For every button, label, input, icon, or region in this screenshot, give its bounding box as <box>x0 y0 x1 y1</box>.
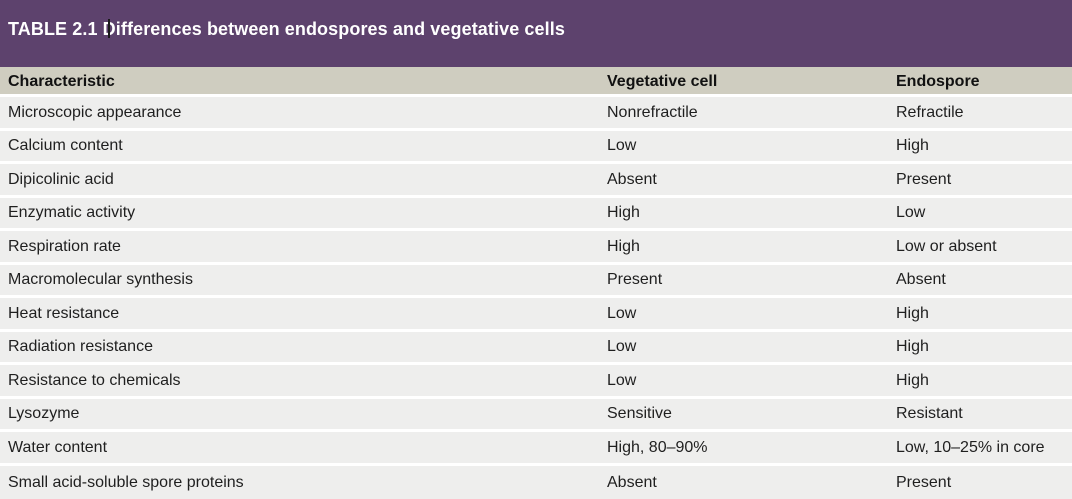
table-row: Calcium content Low High <box>0 131 1072 165</box>
cell-vegetative-cell: High, 80–90% <box>599 432 888 466</box>
cell-characteristic: Small acid-soluble spore proteins <box>0 466 599 499</box>
cell-endospore: High <box>888 131 1072 165</box>
table-header: Characteristic Vegetative cell Endospore <box>0 67 1072 97</box>
cell-vegetative-cell: Present <box>599 265 888 299</box>
cell-vegetative-cell: Absent <box>599 164 888 198</box>
comparison-table: Characteristic Vegetative cell Endospore… <box>0 67 1072 499</box>
cell-characteristic: Microscopic appearance <box>0 97 599 131</box>
cell-endospore: Refractile <box>888 97 1072 131</box>
table-row: Small acid-soluble spore proteins Absent… <box>0 466 1072 499</box>
cell-endospore: Resistant <box>888 399 1072 433</box>
cell-endospore: Low <box>888 198 1072 232</box>
cell-endospore: High <box>888 332 1072 366</box>
cell-characteristic: Radiation resistance <box>0 332 599 366</box>
cell-vegetative-cell: Absent <box>599 466 888 499</box>
cell-characteristic: Respiration rate <box>0 231 599 265</box>
cell-endospore: Absent <box>888 265 1072 299</box>
table-row: Microscopic appearance Nonrefractile Ref… <box>0 97 1072 131</box>
cell-characteristic: Heat resistance <box>0 298 599 332</box>
table-row: Radiation resistance Low High <box>0 332 1072 366</box>
cell-endospore: Low or absent <box>888 231 1072 265</box>
cell-vegetative-cell: Sensitive <box>599 399 888 433</box>
cell-endospore: High <box>888 365 1072 399</box>
cell-endospore: High <box>888 298 1072 332</box>
cell-vegetative-cell: High <box>599 231 888 265</box>
cell-vegetative-cell: Low <box>599 365 888 399</box>
cell-vegetative-cell: Nonrefractile <box>599 97 888 131</box>
table-row: Heat resistance Low High <box>0 298 1072 332</box>
cell-vegetative-cell: High <box>599 198 888 232</box>
header-characteristic: Characteristic <box>0 67 599 97</box>
header-endospore: Endospore <box>888 67 1072 97</box>
cell-characteristic: Calcium content <box>0 131 599 165</box>
cell-characteristic: Macromolecular synthesis <box>0 265 599 299</box>
table-row: Respiration rate High Low or absent <box>0 231 1072 265</box>
table-row: Macromolecular synthesis Present Absent <box>0 265 1072 299</box>
table-title-part-1: TABLE 2.1 D <box>8 19 116 39</box>
cell-characteristic: Resistance to chemicals <box>0 365 599 399</box>
table-row: Lysozyme Sensitive Resistant <box>0 399 1072 433</box>
table-row: Resistance to chemicals Low High <box>0 365 1072 399</box>
cell-characteristic: Enzymatic activity <box>0 198 599 232</box>
cell-endospore: Present <box>888 164 1072 198</box>
header-row: Characteristic Vegetative cell Endospore <box>0 67 1072 97</box>
text-cursor-icon <box>108 19 110 38</box>
cell-characteristic: Water content <box>0 432 599 466</box>
table-title: TABLE 2.1 Differences between endospores… <box>8 19 565 40</box>
table-row: Water content High, 80–90% Low, 10–25% i… <box>0 432 1072 466</box>
cell-vegetative-cell: Low <box>599 131 888 165</box>
cell-characteristic: Lysozyme <box>0 399 599 433</box>
table-title-part-2: ifferences between endospores and vegeta… <box>116 19 565 39</box>
table-body: Microscopic appearance Nonrefractile Ref… <box>0 97 1072 499</box>
cell-vegetative-cell: Low <box>599 298 888 332</box>
cell-characteristic: Dipicolinic acid <box>0 164 599 198</box>
table-row: Dipicolinic acid Absent Present <box>0 164 1072 198</box>
table-row: Enzymatic activity High Low <box>0 198 1072 232</box>
cell-vegetative-cell: Low <box>599 332 888 366</box>
table-title-bar: TABLE 2.1 Differences between endospores… <box>0 0 1072 67</box>
cell-endospore: Low, 10–25% in core <box>888 432 1072 466</box>
header-vegetative-cell: Vegetative cell <box>599 67 888 97</box>
cell-endospore: Present <box>888 466 1072 499</box>
